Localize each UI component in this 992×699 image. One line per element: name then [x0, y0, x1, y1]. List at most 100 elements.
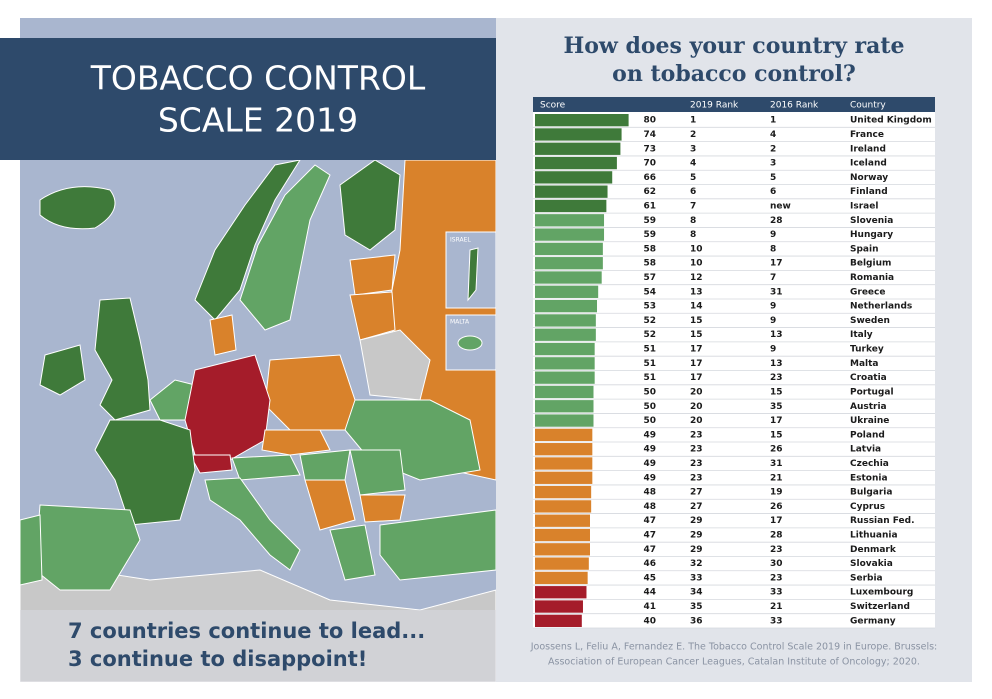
score: 47: [643, 531, 656, 541]
score: 59: [643, 230, 656, 240]
country: Poland: [850, 430, 885, 440]
rank-2019: 6: [690, 187, 696, 197]
rank-2019: 20: [690, 402, 703, 412]
score: 50: [643, 387, 656, 397]
score-bar: [535, 471, 593, 484]
score: 45: [643, 573, 656, 583]
score-bar: [535, 142, 621, 155]
czechia-slovakia: [261, 429, 331, 456]
rank-2019: 34: [690, 588, 703, 598]
rank-2016: 33: [770, 588, 783, 598]
country: Hungary: [850, 230, 893, 240]
rank-2019: 29: [690, 531, 703, 541]
hungary: [299, 449, 351, 481]
score-bar: [535, 128, 622, 141]
switzerland: [189, 454, 233, 474]
rank-2019: 23: [690, 445, 703, 455]
score-bar: [535, 328, 596, 341]
title: TOBACCO CONTROL: [90, 59, 426, 98]
israel: [467, 247, 479, 302]
rank-2016: 21: [770, 602, 783, 612]
norway: [194, 159, 302, 321]
country: Luxembourg: [850, 588, 913, 598]
title: SCALE 2019: [158, 101, 358, 140]
country: Czechia: [850, 459, 889, 469]
score-bar: [535, 156, 617, 170]
rank-2019: 13: [690, 287, 703, 297]
rank-2016: new: [770, 201, 791, 211]
rank-2019: 23: [690, 459, 703, 469]
country: France: [850, 130, 884, 140]
score: 66: [643, 173, 656, 183]
country: Israel: [850, 201, 878, 211]
denmark: [209, 314, 237, 356]
ireland: [39, 344, 86, 396]
turkey: [379, 509, 497, 581]
rank-2019: 14: [690, 302, 703, 312]
rank-2019: 33: [690, 573, 703, 583]
citation: Joossens L, Feliu A, Fernandez E. The To…: [530, 642, 938, 653]
country: United Kingdom: [850, 116, 932, 126]
rank-2016: 23: [770, 373, 783, 383]
score: 59: [643, 216, 656, 226]
rank-2016: 35: [770, 402, 783, 412]
country: Lithuania: [850, 531, 898, 541]
score: 51: [643, 359, 656, 369]
rank-2019: 8: [690, 230, 696, 240]
country: Denmark: [850, 545, 897, 555]
rank-2019: 15: [690, 330, 703, 340]
sweden: [239, 164, 331, 331]
rank-2019: 27: [690, 488, 703, 498]
rank-2016: 3: [770, 159, 776, 169]
score-bar: [535, 514, 590, 527]
country: Croatia: [850, 373, 887, 383]
germany: [184, 354, 271, 461]
heading: How does your country rate: [563, 33, 904, 59]
rank-2019: 2: [690, 130, 696, 140]
heading: on tobacco control?: [612, 61, 856, 87]
rank-2016: 28: [770, 216, 783, 226]
country: Serbia: [850, 573, 883, 583]
score-bar: [535, 257, 603, 270]
country: Italy: [850, 330, 873, 340]
score: 58: [643, 259, 656, 269]
rank-2019: 7: [690, 201, 696, 211]
rank-2016: 23: [770, 545, 783, 555]
score: 61: [643, 201, 656, 211]
rank-2016: 5: [770, 173, 776, 183]
rank-2016: 33: [770, 616, 783, 626]
lithuania: [349, 291, 396, 341]
score-bar: [535, 214, 605, 227]
country: Switzerland: [850, 602, 910, 612]
rank-2019: 20: [690, 387, 703, 397]
score: 62: [643, 187, 656, 197]
rank-2019: 29: [690, 545, 703, 555]
score-bar: [535, 443, 593, 456]
score: 44: [643, 588, 656, 598]
country: Austria: [850, 402, 887, 412]
score: 73: [643, 144, 656, 154]
bulgaria: [359, 494, 406, 523]
rank-2016: 2: [770, 144, 776, 154]
country: Russian Fed.: [850, 516, 915, 526]
rank-2016: 26: [770, 502, 783, 512]
score-bar: [535, 485, 592, 499]
rank-2016: 15: [770, 430, 783, 440]
score-bar: [535, 400, 594, 413]
rank-2019: 17: [690, 359, 703, 369]
rank-2016: 8: [770, 244, 776, 254]
score: 47: [643, 545, 656, 555]
rank-2016: 13: [770, 330, 783, 340]
rank-2019: 35: [690, 602, 703, 612]
score-bar: [535, 543, 590, 556]
score: 40: [643, 616, 656, 626]
score: 57: [643, 273, 656, 283]
score-bar: [535, 571, 588, 585]
rank-2016: 4: [770, 130, 776, 140]
country: Ukraine: [850, 416, 889, 426]
italy: [204, 477, 301, 571]
country: Netherlands: [850, 302, 912, 312]
rank-2019: 17: [690, 373, 703, 383]
citation: Association of European Cancer Leagues, …: [548, 657, 920, 668]
